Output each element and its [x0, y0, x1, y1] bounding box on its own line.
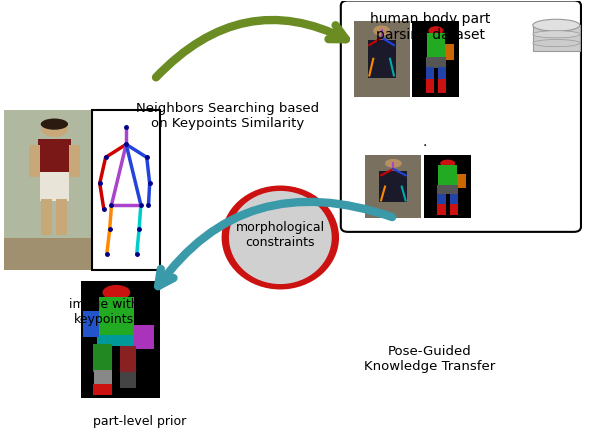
FancyBboxPatch shape	[445, 44, 454, 60]
Ellipse shape	[41, 119, 68, 130]
FancyBboxPatch shape	[379, 171, 407, 202]
Ellipse shape	[229, 191, 332, 284]
Ellipse shape	[103, 285, 130, 300]
FancyBboxPatch shape	[533, 25, 580, 51]
FancyBboxPatch shape	[450, 194, 458, 204]
FancyBboxPatch shape	[94, 370, 112, 386]
Ellipse shape	[41, 121, 68, 137]
FancyBboxPatch shape	[99, 297, 134, 330]
FancyBboxPatch shape	[368, 40, 395, 78]
FancyBboxPatch shape	[69, 145, 80, 177]
Text: human body part
parsing dataset: human body part parsing dataset	[370, 12, 490, 42]
Text: Pose-Guided
Knowledge Transfer: Pose-Guided Knowledge Transfer	[365, 345, 496, 373]
FancyBboxPatch shape	[438, 67, 446, 79]
FancyBboxPatch shape	[4, 110, 96, 270]
FancyBboxPatch shape	[93, 344, 112, 372]
FancyBboxPatch shape	[29, 145, 40, 177]
Text: .
.
.: . . .	[422, 135, 427, 175]
Ellipse shape	[373, 25, 390, 36]
FancyBboxPatch shape	[134, 325, 153, 349]
FancyBboxPatch shape	[425, 67, 434, 79]
Ellipse shape	[222, 185, 339, 290]
FancyBboxPatch shape	[450, 204, 458, 215]
Ellipse shape	[533, 31, 580, 38]
FancyBboxPatch shape	[427, 33, 445, 57]
FancyBboxPatch shape	[120, 372, 136, 388]
FancyBboxPatch shape	[93, 110, 160, 270]
FancyBboxPatch shape	[438, 79, 446, 93]
FancyBboxPatch shape	[425, 79, 434, 93]
Ellipse shape	[428, 26, 444, 35]
FancyBboxPatch shape	[437, 185, 458, 194]
FancyBboxPatch shape	[83, 311, 99, 337]
FancyBboxPatch shape	[81, 281, 160, 398]
FancyBboxPatch shape	[438, 165, 457, 185]
FancyBboxPatch shape	[40, 172, 69, 201]
FancyBboxPatch shape	[412, 21, 460, 97]
FancyBboxPatch shape	[56, 199, 67, 235]
Ellipse shape	[533, 40, 580, 47]
Text: morphological
constraints: morphological constraints	[236, 221, 325, 249]
FancyBboxPatch shape	[99, 327, 134, 342]
FancyBboxPatch shape	[120, 346, 136, 375]
Ellipse shape	[385, 159, 402, 168]
FancyBboxPatch shape	[97, 334, 136, 346]
FancyBboxPatch shape	[457, 174, 466, 188]
FancyBboxPatch shape	[354, 21, 409, 97]
FancyBboxPatch shape	[38, 139, 71, 174]
FancyBboxPatch shape	[341, 0, 581, 232]
FancyBboxPatch shape	[4, 238, 96, 270]
Text: image with
keypoints: image with keypoints	[70, 298, 139, 326]
Text: Neighbors Searching based
on Keypoints Similarity: Neighbors Searching based on Keypoints S…	[136, 102, 319, 130]
FancyBboxPatch shape	[424, 155, 471, 218]
FancyBboxPatch shape	[41, 199, 52, 235]
FancyBboxPatch shape	[93, 384, 112, 395]
FancyBboxPatch shape	[437, 204, 446, 215]
Ellipse shape	[533, 19, 580, 31]
FancyBboxPatch shape	[425, 57, 446, 68]
FancyBboxPatch shape	[365, 155, 421, 218]
Text: part-level prior: part-level prior	[93, 415, 186, 428]
FancyBboxPatch shape	[437, 194, 446, 204]
Ellipse shape	[440, 160, 455, 167]
